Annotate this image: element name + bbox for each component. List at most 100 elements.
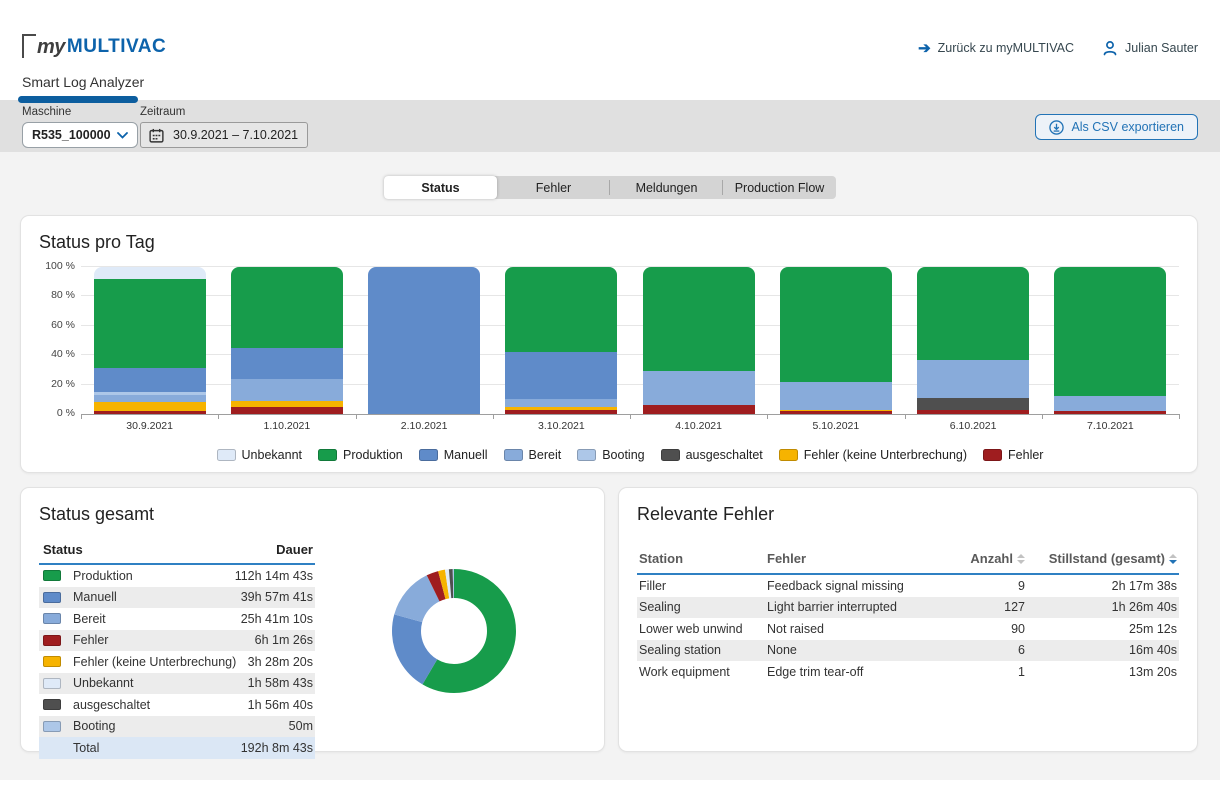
stacked-bar-5.10.2021[interactable]: [780, 267, 892, 414]
stacked-bar-6.10.2021[interactable]: [917, 267, 1029, 414]
legend-swatch: [661, 449, 680, 461]
bar-segment-ausgeschaltet[interactable]: [917, 398, 1029, 410]
tab-status[interactable]: Status: [384, 176, 497, 199]
x-axis-tick: [905, 414, 906, 419]
status-swatch: [43, 678, 61, 689]
legend-item-Produktion[interactable]: Produktion: [318, 448, 403, 462]
status-total-panel: Status gesamt Status Dauer Produktion112…: [20, 487, 605, 752]
active-tab-underline: [18, 96, 138, 103]
legend-label: Fehler: [1008, 448, 1043, 462]
export-csv-button[interactable]: Als CSV exportieren: [1035, 114, 1198, 140]
bar-segment-Produktion[interactable]: [505, 267, 617, 352]
tab-meldungen[interactable]: Meldungen: [610, 176, 723, 199]
bar-segment-Bereit[interactable]: [780, 382, 892, 410]
bar-segment-Produktion[interactable]: [780, 267, 892, 382]
bar-segment-Bereit[interactable]: [917, 360, 1029, 398]
stacked-bar-1.10.2021[interactable]: [231, 267, 343, 414]
bar-plot-area: 0 %20 %40 %60 %80 %100 %: [81, 267, 1179, 414]
x-axis-label: 1.10.2021: [218, 420, 355, 432]
bar-segment-Unbekannt[interactable]: [94, 267, 206, 279]
stacked-bar-3.10.2021[interactable]: [505, 267, 617, 414]
download-icon: [1049, 120, 1064, 135]
table-row: Fehler6h 1m 26s: [39, 630, 315, 652]
page: my MULTIVAC ➔ Zurück zu myMULTIVAC Julia…: [0, 0, 1220, 800]
status-swatch: [43, 613, 61, 624]
period-label: Zeitraum: [140, 106, 308, 118]
bar-segment-Manuell[interactable]: [505, 352, 617, 399]
machine-select[interactable]: R535_100000: [22, 122, 138, 148]
total-label: Total: [73, 741, 241, 755]
station-cell: Work equipment: [639, 665, 767, 679]
period-date-range-input[interactable]: 30.9.2021 – 7.10.2021: [140, 122, 308, 148]
y-axis-tick-label: 40 %: [39, 348, 75, 360]
x-axis-labels: 30.9.20211.10.20212.10.20213.10.20214.10…: [81, 420, 1179, 432]
bar-segment-Fehler[interactable]: [643, 405, 755, 414]
main-content: Status Fehler Meldungen Production Flow …: [0, 152, 1220, 780]
bar-segment-Produktion[interactable]: [917, 267, 1029, 360]
legend-item-Unbekannt[interactable]: Unbekannt: [217, 448, 302, 462]
bar-segment-Produktion[interactable]: [94, 279, 206, 369]
legend-item-Booting[interactable]: Booting: [577, 448, 644, 462]
export-csv-label: Als CSV exportieren: [1071, 120, 1184, 134]
bar-segment-Manuell[interactable]: [94, 368, 206, 392]
legend-item-Fehler[interactable]: Fehler: [983, 448, 1043, 462]
col-anzahl-label: Anzahl: [970, 551, 1013, 566]
x-axis-tick: [1042, 414, 1043, 419]
bar-segment-Bereit[interactable]: [94, 395, 206, 402]
calendar-icon: [149, 128, 164, 143]
bar-segment-Produktion[interactable]: [231, 267, 343, 348]
legend-item-Fehler (keine Unterbrechung)[interactable]: Fehler (keine Unterbrechung): [779, 448, 967, 462]
stacked-bar-30.9.2021[interactable]: [94, 267, 206, 414]
stacked-bar-7.10.2021[interactable]: [1054, 267, 1166, 414]
header: my MULTIVAC ➔ Zurück zu myMULTIVAC Julia…: [0, 0, 1220, 100]
col-anzahl-sort[interactable]: Anzahl: [937, 551, 1025, 566]
error-cell: None: [767, 643, 937, 657]
bar-segment-Bereit[interactable]: [231, 379, 343, 401]
status-donut-chart: [379, 556, 529, 706]
tab-fehler[interactable]: Fehler: [497, 176, 610, 199]
col-status: Status: [43, 542, 276, 557]
status-duration: 1h 56m 40s: [248, 698, 313, 712]
legend-item-Manuell[interactable]: Manuell: [419, 448, 488, 462]
status-swatch: [43, 656, 61, 667]
header-right: ➔ Zurück zu myMULTIVAC Julian Sauter: [918, 40, 1198, 56]
period-value: 30.9.2021 – 7.10.2021: [173, 128, 298, 142]
error-cell: Light barrier interrupted: [767, 600, 937, 614]
count-cell: 9: [937, 579, 1025, 593]
stacked-bar-4.10.2021[interactable]: [643, 267, 755, 414]
bar-segment-Fehler (keine Unterbrechung)[interactable]: [94, 402, 206, 411]
bar-segment-Bereit[interactable]: [643, 371, 755, 405]
bar-segment-Bereit[interactable]: [1054, 396, 1166, 411]
machine-filter: Maschine R535_100000: [22, 106, 138, 148]
bar-segment-Produktion[interactable]: [1054, 267, 1166, 396]
bar-segment-Bereit[interactable]: [505, 399, 617, 406]
logo-my-text: my: [25, 34, 65, 60]
status-per-day-title: Status pro Tag: [39, 232, 1179, 253]
user-menu[interactable]: Julian Sauter: [1102, 40, 1198, 56]
back-to-mymultivac-link[interactable]: ➔ Zurück zu myMULTIVAC: [918, 41, 1074, 56]
count-cell: 90: [937, 622, 1025, 636]
bar-segment-Manuell[interactable]: [231, 348, 343, 379]
col-fehler[interactable]: Fehler: [767, 551, 937, 566]
stacked-bar-2.10.2021[interactable]: [368, 267, 480, 414]
bar-segment-Produktion[interactable]: [643, 267, 755, 371]
col-station[interactable]: Station: [639, 551, 767, 566]
bar-segment-Manuell[interactable]: [368, 267, 480, 414]
legend-item-ausgeschaltet[interactable]: ausgeschaltet: [661, 448, 763, 462]
bar-segment-Fehler[interactable]: [231, 407, 343, 414]
status-swatch: [43, 635, 61, 646]
table-row: Manuell39h 57m 41s: [39, 587, 315, 609]
status-per-day-panel: Status pro Tag 0 %20 %40 %60 %80 %100 % …: [20, 215, 1198, 473]
table-row: Produktion112h 14m 43s: [39, 565, 315, 587]
x-axis-tick: [493, 414, 494, 419]
col-dauer: Dauer: [276, 542, 313, 557]
relevant-errors-panel: Relevante Fehler Station Fehler Anzahl S…: [618, 487, 1198, 752]
relevant-errors-table-body: FillerFeedback signal missing92h 17m 38s…: [637, 575, 1179, 683]
machine-label: Maschine: [22, 106, 138, 118]
col-stillstand-sort[interactable]: Stillstand (gesamt): [1025, 551, 1177, 566]
tab-smart-log-analyzer[interactable]: Smart Log Analyzer: [22, 74, 144, 90]
legend-item-Bereit[interactable]: Bereit: [504, 448, 562, 462]
tab-production-flow[interactable]: Production Flow: [723, 176, 836, 199]
sort-icon-active: [1169, 554, 1177, 564]
x-axis-label: 4.10.2021: [630, 420, 767, 432]
